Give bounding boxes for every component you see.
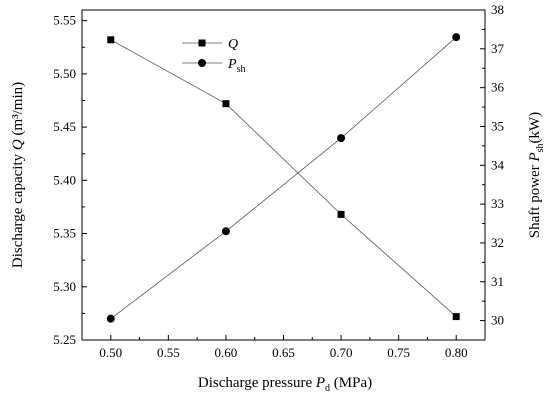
y-left-tick-label: 5.40 bbox=[53, 172, 76, 187]
x-tick-label: 0.55 bbox=[157, 345, 180, 360]
y-left-tick-label: 5.50 bbox=[53, 66, 76, 81]
series-line-q bbox=[110, 39, 457, 317]
data-point-psh bbox=[452, 33, 461, 42]
series-line-psh bbox=[110, 36, 457, 319]
x-tick-label: 0.60 bbox=[215, 345, 238, 360]
x-axis-title: Discharge pressure Pd (MPa) bbox=[198, 375, 372, 394]
data-point-q bbox=[107, 36, 115, 44]
data-point-q bbox=[452, 313, 460, 321]
y-right-tick-label: 32 bbox=[491, 235, 504, 250]
legend-marker-square bbox=[198, 39, 206, 47]
y-left-tick-label: 5.55 bbox=[53, 13, 76, 28]
y-left-tick-label: 5.45 bbox=[53, 119, 76, 134]
y-left-tick-label: 5.35 bbox=[53, 226, 76, 241]
y-right-tick-label: 34 bbox=[491, 157, 505, 172]
x-tick-label: 0.65 bbox=[272, 345, 295, 360]
data-point-psh bbox=[106, 314, 115, 323]
legend-label-q: Q bbox=[228, 37, 238, 52]
y-right-tick-label: 33 bbox=[491, 196, 504, 211]
y-right-tick-label: 38 bbox=[491, 2, 504, 17]
axes bbox=[81, 9, 486, 341]
y-left-tick-label: 5.30 bbox=[53, 279, 76, 294]
x-tick-label: 0.75 bbox=[387, 345, 410, 360]
y-right-tick-label: 37 bbox=[491, 41, 505, 56]
x-tick-label: 0.80 bbox=[445, 345, 468, 360]
y-axis-left-title: Discharge capacity Q (m³/min) bbox=[10, 82, 26, 268]
ticks: 0.50 0.55 0.60 0.65 0.70 0.75 0.80 5.25 5.30 5.35… bbox=[53, 2, 504, 360]
x-tick-label: 0.70 bbox=[330, 345, 353, 360]
y-right-tick-label: 31 bbox=[491, 274, 504, 289]
legend-marker-circle bbox=[198, 59, 206, 67]
y-right-tick-label: 35 bbox=[491, 118, 504, 133]
data-point-psh bbox=[221, 227, 230, 236]
data-point-q bbox=[337, 210, 345, 218]
x-tick-label: 0.50 bbox=[99, 345, 122, 360]
legend-label-psh: Psh bbox=[227, 57, 245, 75]
plot-frame bbox=[81, 9, 486, 341]
legend: Q Psh bbox=[182, 37, 245, 75]
legend-entry-q: Q bbox=[182, 37, 238, 52]
data-point-q bbox=[222, 100, 230, 108]
y-axis-right-title: Shaft power Psh(kW) bbox=[527, 112, 546, 238]
legend-entry-psh: Psh bbox=[182, 57, 245, 75]
y-right-tick-label: 36 bbox=[491, 80, 505, 95]
series bbox=[106, 33, 461, 323]
data-point-psh bbox=[337, 134, 346, 143]
y-left-tick-label: 5.25 bbox=[53, 332, 76, 347]
y-right-tick-label: 30 bbox=[491, 313, 504, 328]
